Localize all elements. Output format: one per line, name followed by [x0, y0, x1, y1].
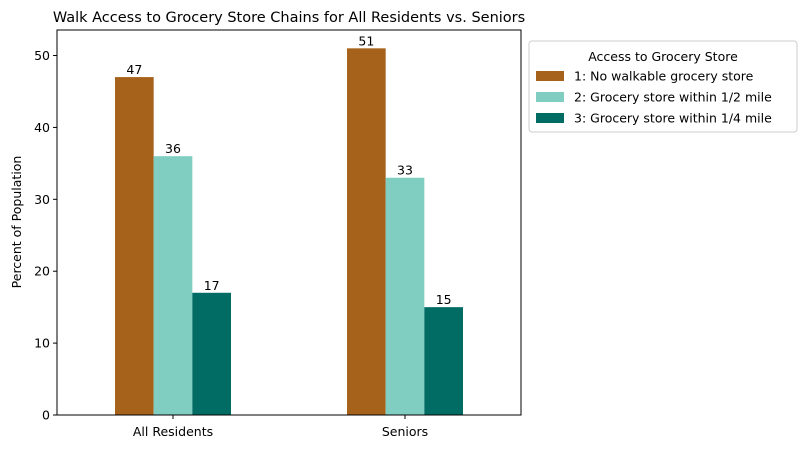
plot-area: 47 36 17 51 33 15 0 10 20 30 40 50 All Residents Seni…	[34, 29, 522, 439]
data-label: 47	[126, 62, 142, 77]
legend-frame	[528, 40, 798, 133]
y-tick-label: 0	[42, 408, 50, 423]
bar	[153, 156, 193, 416]
bar	[115, 77, 154, 416]
y-tick-label: 10	[34, 336, 50, 351]
data-label: 33	[397, 163, 413, 178]
bar	[424, 307, 463, 415]
axes-frame	[56, 29, 522, 416]
bar	[347, 48, 386, 415]
data-label: 36	[165, 141, 181, 156]
legend-label: 1: No walkable grocery store	[574, 69, 754, 84]
legend-label: 3: Grocery store within 1/4 mile	[574, 111, 772, 126]
y-axis-label: Percent of Population	[9, 156, 24, 289]
data-label: 15	[436, 292, 452, 307]
y-tick-label: 20	[34, 264, 50, 279]
data-label: 17	[204, 278, 220, 293]
legend-label: 2: Grocery store within 1/2 mile	[574, 90, 772, 105]
bar	[192, 292, 231, 415]
x-tick-label: Seniors	[382, 424, 428, 439]
data-label: 51	[358, 33, 374, 48]
x-tick-label: All Residents	[133, 424, 213, 439]
legend-swatch	[536, 92, 564, 102]
legend-swatch	[536, 71, 564, 81]
legend: Access to Grocery Store 1: No walkable g…	[528, 40, 798, 133]
legend-swatch	[536, 113, 564, 123]
bar	[385, 177, 425, 415]
y-tick-label: 40	[34, 120, 50, 135]
chart-title: Walk Access to Grocery Store Chains for …	[53, 10, 525, 26]
y-tick-label: 30	[34, 192, 50, 207]
y-tick-label: 50	[34, 48, 50, 63]
legend-title: Access to Grocery Store	[588, 49, 738, 64]
